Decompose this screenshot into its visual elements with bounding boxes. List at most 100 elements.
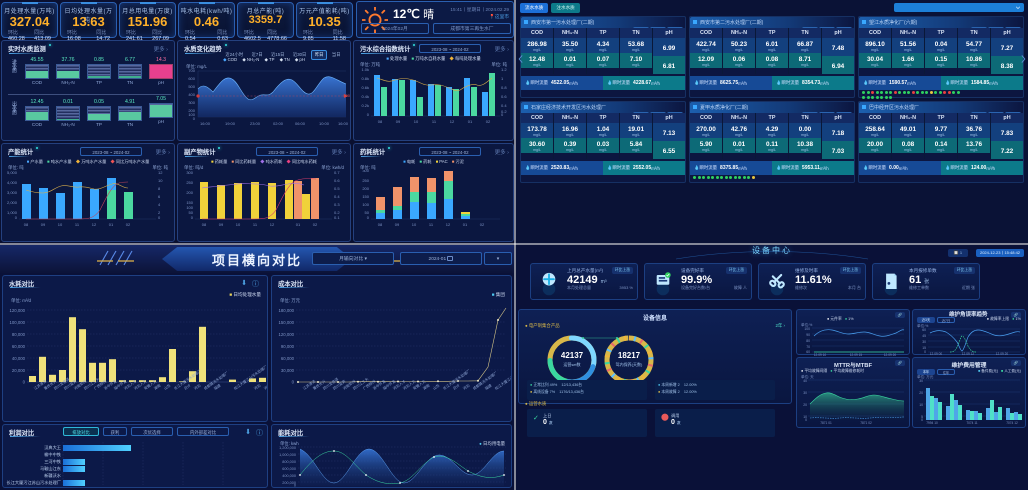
svg-text:山东: 山东 <box>163 382 172 390</box>
svg-text:02: 02 <box>126 222 131 227</box>
svg-text:1,000,000: 1,000,000 <box>279 453 296 457</box>
svg-text:40,000: 40,000 <box>12 356 26 361</box>
svg-text:11: 11 <box>253 222 258 227</box>
svg-text:200: 200 <box>186 190 193 195</box>
svg-text:河北: 河北 <box>253 382 262 390</box>
svg-text:30: 30 <box>803 391 807 395</box>
svg-text:20: 20 <box>919 391 923 395</box>
svg-text:12.09 15: 12.09 15 <box>850 353 863 356</box>
svg-text:0: 0 <box>23 380 26 385</box>
svg-text:12.09 20: 12.09 20 <box>996 352 1009 355</box>
svg-text:驾内保养(天数): 驾内保养(天数) <box>616 361 643 367</box>
svg-text:0: 0 <box>294 484 296 488</box>
svg-text:0.3: 0.3 <box>334 202 340 207</box>
svg-text:80: 80 <box>806 339 810 343</box>
svg-text:19:00: 19:00 <box>225 121 236 126</box>
svg-text:12.09 10: 12.09 10 <box>814 353 827 356</box>
svg-text:02: 02 <box>313 222 318 227</box>
svg-text:6: 6 <box>158 194 161 199</box>
svg-text:02: 02 <box>480 222 485 227</box>
svg-text:12.09 12: 12.09 12 <box>962 352 975 355</box>
svg-text:0.6: 0.6 <box>334 178 340 183</box>
svg-text:8: 8 <box>158 186 161 191</box>
svg-text:120,000: 120,000 <box>9 308 25 313</box>
svg-text:400,000: 400,000 <box>282 474 296 478</box>
svg-text:新疆沃水: 新疆沃水 <box>44 472 62 479</box>
svg-text:100: 100 <box>362 202 369 207</box>
svg-text:02: 02 <box>486 119 491 124</box>
svg-text:0: 0 <box>292 380 295 385</box>
svg-text:0.4: 0.4 <box>334 194 340 199</box>
svg-text:90,000: 90,000 <box>281 344 295 349</box>
svg-text:12: 12 <box>446 222 451 227</box>
svg-text:10:00: 10:00 <box>319 121 330 126</box>
svg-text:02:00: 02:00 <box>273 121 284 126</box>
svg-text:运营set数: 运营set数 <box>563 361 580 367</box>
svg-text:500: 500 <box>343 93 350 98</box>
svg-text:10: 10 <box>412 222 417 227</box>
svg-text:11: 11 <box>429 222 434 227</box>
svg-text:12.09 20: 12.09 20 <box>884 353 897 356</box>
svg-text:200: 200 <box>362 186 369 191</box>
svg-text:10: 10 <box>58 222 63 227</box>
svg-text:1.0k: 1.0k <box>361 67 369 72</box>
svg-text:0: 0 <box>193 116 196 121</box>
svg-text:06:00: 06:00 <box>295 121 306 126</box>
svg-text:150,000: 150,000 <box>278 320 294 325</box>
svg-text:10: 10 <box>919 403 923 407</box>
svg-text:山东: 山东 <box>432 382 441 390</box>
svg-text:16:00: 16:00 <box>338 121 349 126</box>
svg-text:100,000: 100,000 <box>9 320 25 325</box>
svg-text:250: 250 <box>362 178 369 183</box>
svg-text:23:00: 23:00 <box>250 121 261 126</box>
svg-text:80,000: 80,000 <box>12 332 26 337</box>
svg-text:60: 60 <box>922 328 926 332</box>
svg-text:1: 1 <box>501 76 504 81</box>
svg-text:松江大厦江山污水处理厂: 松江大厦江山污水处理厂 <box>494 364 511 391</box>
svg-text:0: 0 <box>367 215 370 220</box>
svg-text:马鞍山江东: 马鞍山江东 <box>40 465 61 472</box>
svg-text:60: 60 <box>806 350 810 354</box>
svg-text:0.2k: 0.2k <box>361 103 369 108</box>
svg-text:01: 01 <box>463 222 468 227</box>
svg-text:0: 0 <box>805 418 807 422</box>
svg-text:7994 10: 7994 10 <box>926 421 938 425</box>
svg-text:08: 08 <box>378 119 383 124</box>
svg-text:4: 4 <box>158 202 161 207</box>
svg-text:01: 01 <box>296 222 301 227</box>
svg-text:150: 150 <box>362 194 369 199</box>
svg-text:0.6: 0.6 <box>501 94 507 99</box>
svg-text:0: 0 <box>367 112 370 117</box>
svg-text:11: 11 <box>75 222 80 227</box>
svg-text:0.8k: 0.8k <box>361 76 369 81</box>
svg-text:01: 01 <box>109 222 114 227</box>
svg-text:榆中中铁: 榆中中铁 <box>44 451 62 458</box>
svg-text:5,000: 5,000 <box>7 170 18 175</box>
svg-text:30: 30 <box>922 340 926 344</box>
svg-text:三河中铁: 三河中铁 <box>44 458 62 465</box>
svg-text:30: 30 <box>919 379 923 383</box>
svg-text:500: 500 <box>188 84 195 89</box>
svg-text:11: 11 <box>432 119 437 124</box>
svg-text:10: 10 <box>236 222 241 227</box>
svg-text:长江大厦污江苏山污水处理厂: 长江大厦污江苏山污水处理厂 <box>7 479 61 486</box>
svg-text:12: 12 <box>92 222 97 227</box>
svg-text:08: 08 <box>202 222 207 227</box>
svg-text:12: 12 <box>158 170 163 175</box>
svg-text:松江大厦江山污水处理厂: 松江大厦江山污水处理厂 <box>233 364 267 391</box>
svg-text:7871 02: 7871 02 <box>860 421 872 425</box>
svg-text:0.6k: 0.6k <box>361 85 369 90</box>
svg-text:7871 01: 7871 01 <box>820 421 832 425</box>
svg-text:0: 0 <box>15 215 18 220</box>
svg-text:0: 0 <box>921 418 923 422</box>
svg-text:42137: 42137 <box>561 351 584 360</box>
svg-text:0.7: 0.7 <box>334 170 340 175</box>
svg-text:60,000: 60,000 <box>281 356 295 361</box>
svg-text:12: 12 <box>270 222 275 227</box>
svg-text:100: 100 <box>804 327 810 331</box>
svg-text:300: 300 <box>188 100 195 105</box>
svg-text:10: 10 <box>158 178 163 183</box>
svg-text:01: 01 <box>468 119 473 124</box>
svg-text:700: 700 <box>188 69 195 73</box>
svg-text:0.4k: 0.4k <box>361 94 369 99</box>
